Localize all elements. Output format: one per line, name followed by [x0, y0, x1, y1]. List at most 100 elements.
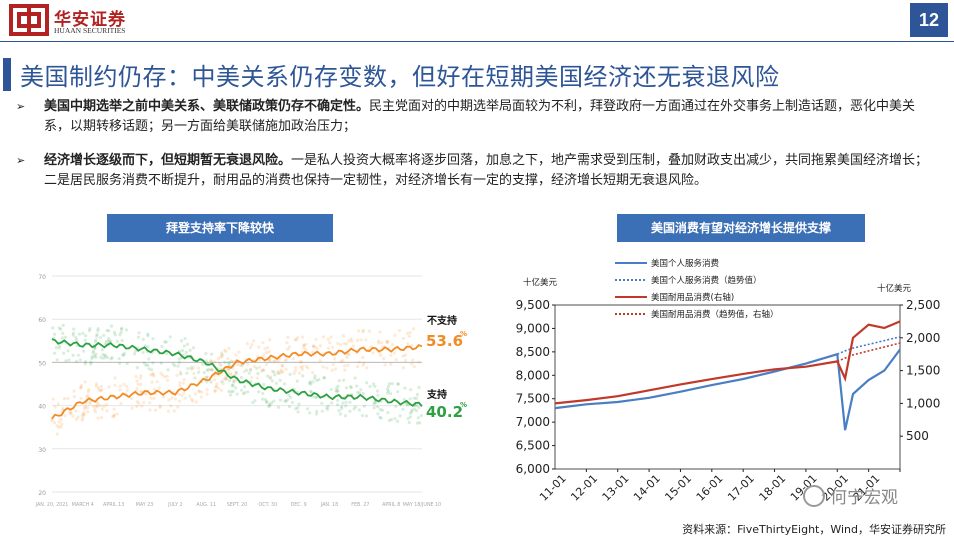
poll-dot: [52, 420, 57, 425]
poll-dot: [242, 385, 247, 389]
poll-dot: [188, 348, 192, 352]
poll-dot: [232, 378, 236, 382]
poll-dot: [95, 404, 99, 408]
poll-dot: [57, 344, 62, 348]
poll-dot: [173, 364, 177, 368]
poll-dot: [389, 418, 394, 422]
poll-dot: [364, 414, 368, 418]
bullet-1-bold: 美国中期选举之前中美关系、美联储政策仍存不确定性。: [44, 99, 370, 114]
poll-dot: [220, 351, 224, 355]
poll-dot: [248, 368, 253, 372]
poll-dot: [214, 385, 218, 389]
poll-dot: [291, 357, 295, 361]
poll-dot: [385, 387, 389, 391]
left-tick-label: 6,000: [516, 462, 550, 476]
poll-dot: [315, 346, 319, 350]
poll-dot: [219, 355, 223, 359]
poll-dot: [378, 415, 382, 419]
poll-dot: [227, 389, 231, 394]
poll-dot: [92, 354, 97, 358]
poll-dot: [201, 362, 205, 366]
x-tick-label: 12-01: [568, 472, 600, 504]
poll-dot: [309, 382, 313, 386]
poll-dot: [415, 396, 419, 400]
poll-dot: [76, 415, 80, 419]
poll-dot: [280, 364, 284, 368]
poll-dot: [258, 365, 262, 369]
poll-dot: [135, 399, 139, 404]
poll-dot: [106, 339, 110, 343]
poll-dot: [170, 396, 174, 400]
poll-dot: [296, 336, 300, 340]
poll-dot: [265, 400, 269, 404]
poll-dot: [71, 353, 75, 358]
poll-dot: [229, 359, 233, 363]
poll-dot: [55, 432, 59, 436]
poll-dot: [272, 370, 276, 374]
poll-dot: [361, 328, 365, 332]
poll-dot: [348, 409, 352, 413]
poll-dot: [71, 331, 76, 335]
poll-dot: [387, 382, 392, 386]
poll-dot: [228, 393, 233, 397]
poll-dot: [380, 408, 385, 412]
poll-dot: [118, 361, 122, 365]
poll-dot: [244, 368, 249, 372]
poll-dot: [294, 338, 298, 342]
poll-dot: [239, 363, 243, 367]
poll-dot: [285, 340, 289, 345]
poll-dot: [226, 357, 230, 361]
poll-dot: [165, 378, 170, 382]
poll-dot: [89, 362, 93, 366]
poll-dot: [98, 404, 102, 408]
poll-dot: [305, 407, 310, 411]
poll-dot: [57, 420, 61, 424]
poll-dot: [341, 334, 345, 338]
poll-dot: [82, 413, 86, 417]
poll-dot: [311, 371, 315, 375]
left-tick-label: 7,000: [516, 415, 550, 429]
poll-dot: [163, 340, 167, 344]
poll-dot: [407, 334, 412, 338]
poll-dot: [351, 344, 355, 348]
poll-dot: [395, 390, 400, 394]
poll-dot: [99, 388, 104, 392]
poll-dot: [407, 420, 411, 425]
poll-dot: [311, 344, 315, 348]
x-tick-label: OCT. 30: [259, 502, 278, 508]
poll-dot: [175, 373, 179, 377]
poll-dot: [288, 372, 292, 376]
poll-dot: [99, 384, 104, 388]
poll-dot: [268, 376, 272, 380]
poll-dot: [189, 366, 193, 370]
poll-dot: [105, 328, 109, 332]
legend-entry: 美国个人服务消费: [651, 258, 720, 269]
poll-dot: [148, 401, 152, 405]
poll-dot: [417, 405, 421, 409]
left-chart-label: 拜登支持率下降较快: [107, 214, 333, 242]
poll-dot: [215, 382, 219, 386]
x-tick-label: JAN. 20, 2021: [35, 502, 69, 508]
poll-dot: [278, 398, 283, 402]
poll-dot: [411, 358, 415, 362]
disapprove-value: 53.6: [426, 332, 463, 350]
poll-dot: [79, 383, 84, 388]
poll-dot: [87, 328, 92, 333]
poll-dot: [74, 359, 79, 363]
poll-dot: [227, 368, 231, 372]
poll-dot: [301, 343, 306, 347]
bullet-point-2: ➢ 经济增长逐级而下，但短期暂无衰退风险。一是私人投资大概率将逐步回落，加息之下…: [16, 151, 941, 191]
poll-dot: [372, 402, 376, 406]
poll-dot: [361, 330, 365, 334]
poll-dot: [217, 387, 221, 391]
right-axis-unit: 十亿美元: [877, 283, 912, 294]
poll-dot: [110, 356, 114, 360]
right-tick-label: 1,500: [906, 364, 940, 378]
poll-dot: [140, 404, 144, 408]
poll-dot: [260, 369, 264, 373]
poll-dot: [263, 398, 268, 402]
poll-dot: [262, 382, 266, 387]
poll-dot: [314, 412, 319, 416]
poll-dot: [312, 344, 316, 348]
poll-dot: [151, 361, 155, 365]
